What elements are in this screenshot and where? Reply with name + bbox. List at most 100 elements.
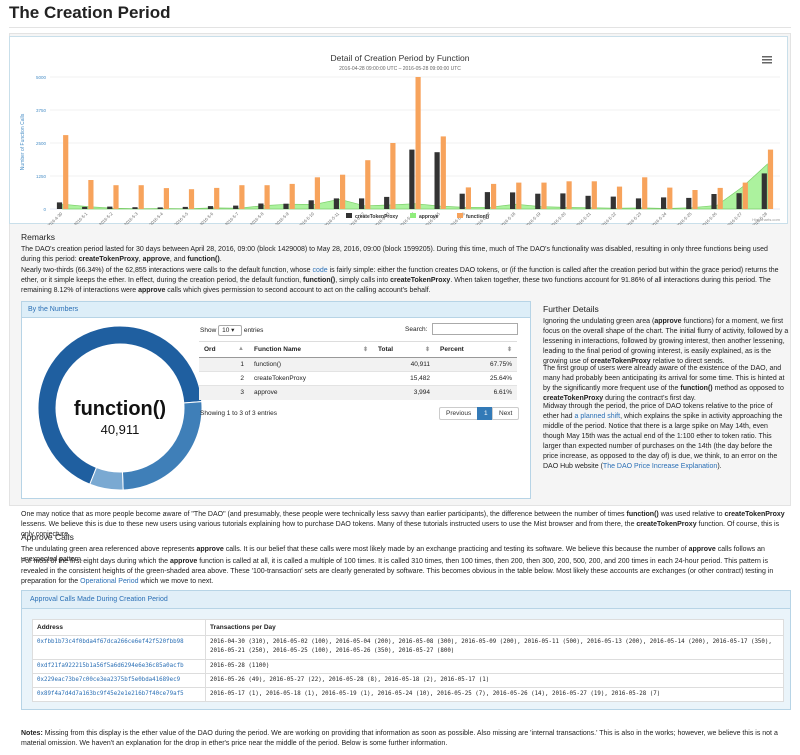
next-button[interactable]: Next: [492, 407, 520, 420]
address-link[interactable]: 0x89f4a7d4d7a163bc9f45e2e1e216b7f40ce79a…: [32, 687, 206, 703]
bar-createtokenproxy: [535, 193, 541, 209]
x-tick-label: 2016-5-19: [524, 211, 542, 225]
table-search-input[interactable]: [432, 323, 518, 335]
bar-createtokenproxy: [761, 173, 767, 209]
bar-createtokenproxy: [132, 207, 138, 209]
x-tick-label: 2016-5-25: [675, 211, 693, 225]
legend-swatch: [346, 213, 352, 218]
previous-button[interactable]: Previous: [439, 407, 479, 420]
bar-createtokenproxy: [409, 149, 415, 209]
bar-createtokenproxy: [661, 197, 667, 209]
x-tick-label: 2016-5-20: [549, 211, 567, 225]
y-tick-label: 2500: [36, 141, 47, 146]
price-increase-link[interactable]: The DAO Price Increase Explanation: [602, 462, 718, 470]
col-total[interactable]: Total ⬍: [373, 341, 435, 358]
title-divider: [9, 27, 791, 28]
address-link[interactable]: 0xdf21fa922215b1a56f5a6d6294e6e36c85a0ac…: [32, 658, 206, 674]
hamburger-menu-icon[interactable]: [762, 56, 772, 64]
by-the-numbers-header: By the Numbers: [22, 302, 530, 318]
bar-function: [239, 185, 245, 209]
col-percent[interactable]: Percent ⬍: [435, 341, 517, 358]
search-label: Search:: [405, 326, 428, 333]
bar-createtokenproxy: [233, 205, 239, 209]
x-tick-label: 2016-5-4: [148, 211, 164, 225]
approval-row: 0xdf21fa922215b1a56f5a6d6294e6e36c85a0ac…: [32, 658, 784, 674]
approval-table: Address Transactions per Day 0xfbb1b73c4f…: [32, 619, 784, 703]
x-tick-label: 2016-5-27: [726, 211, 744, 225]
page-length-select[interactable]: 10 ▾: [218, 325, 243, 337]
col-address: Address: [32, 619, 206, 636]
x-tick-label: 2016-5-5: [173, 211, 189, 225]
legend-label: createTokenProxy: [355, 214, 398, 220]
bar-createtokenproxy: [107, 206, 113, 209]
x-tick-label: 2016-5-9: [274, 211, 290, 225]
x-tick-label: 2016-5-7: [224, 211, 240, 225]
sort-icon: ⬍: [362, 347, 368, 353]
legend-item[interactable]: createTokenProxy: [346, 213, 398, 220]
legend-label: function(): [466, 214, 489, 220]
bar-function: [767, 149, 774, 209]
table-header-row: Ord ▲ Function Name ⬍ Total ⬍ Percent ⬍: [199, 341, 517, 358]
bar-function: [566, 181, 572, 209]
conjecture-paragraph: One may notice that as more people becom…: [21, 511, 785, 538]
table-info: Showing 1 to 3 of 3 entries: [200, 410, 277, 417]
bar-function: [88, 180, 94, 209]
bar-createtokenproxy: [610, 196, 616, 209]
address-link[interactable]: 0x229eac73be7c00ce3ea2375bf5e0bda41689ec…: [32, 672, 206, 689]
bar-function: [440, 136, 446, 209]
donut-label: function(): [74, 398, 166, 420]
approval-calls-panel: Approval Calls Made During Creation Peri…: [21, 590, 791, 710]
address-link[interactable]: 0xfbb1b73c4f0bda4f67dca266ce6ef42f520fbb…: [32, 635, 206, 660]
y-tick-label: 0: [43, 207, 46, 212]
bar-function: [264, 185, 270, 209]
table-row: 2 createTokenProxy 15,482 25.64%: [199, 371, 517, 386]
bar-createtokenproxy: [308, 200, 314, 209]
col-function-name[interactable]: Function Name ⬍: [249, 341, 373, 358]
planned-shift-link[interactable]: a planned shift: [574, 412, 621, 420]
bar-function: [465, 187, 471, 209]
col-transactions: Transactions per Day: [205, 619, 784, 636]
donut-chart: function() 40,911: [37, 325, 203, 491]
bar-createtokenproxy: [283, 203, 289, 209]
x-tick-label: 2016-5-10: [298, 211, 316, 225]
x-tick-label: 2016-5-18: [499, 211, 517, 225]
bar-createtokenproxy: [686, 197, 692, 209]
chart-title: Detail of Creation Period by Function: [331, 53, 470, 63]
further-paragraph-2: The first group of users were already aw…: [543, 365, 785, 402]
bar-createtokenproxy: [157, 207, 163, 209]
x-tick-label: 2016-5-2: [98, 211, 114, 225]
y-tick-label: 1250: [36, 174, 47, 179]
transactions-cell: 2016-04-30 (310), 2016-05-02 (100), 2016…: [205, 635, 784, 660]
bar-createtokenproxy: [510, 192, 516, 209]
bar-function: [642, 177, 648, 209]
sort-asc-icon: ▲: [238, 346, 244, 352]
operational-period-link[interactable]: Operational Period: [80, 577, 139, 585]
x-tick-label: 2016-5-23: [625, 211, 643, 225]
bar-function: [415, 77, 421, 209]
code-link[interactable]: code: [312, 267, 328, 274]
col-ord[interactable]: Ord ▲: [199, 341, 249, 358]
transactions-cell: 2016-05-26 (49), 2016-05-27 (22), 2016-0…: [205, 672, 784, 689]
bar-function: [516, 182, 522, 209]
x-tick-label: 2016-5-1: [73, 211, 89, 225]
bar-createtokenproxy: [56, 202, 63, 209]
bar-createtokenproxy: [711, 194, 717, 209]
bar-function: [289, 183, 295, 209]
legend-swatch: [410, 213, 416, 218]
bar-function: [188, 189, 195, 209]
transactions-cell: 2016-05-28 (1100): [205, 658, 784, 674]
chart-credit[interactable]: Highcharts.com: [752, 217, 780, 222]
donut-slice[interactable]: [89, 466, 124, 491]
x-tick-label: 2016-5-3: [123, 211, 139, 225]
bar-function: [541, 182, 547, 209]
approval-row: 0x229eac73be7c00ce3ea2375bf5e0bda41689ec…: [32, 672, 784, 689]
bar-function: [717, 187, 723, 209]
donut-value: 40,911: [101, 422, 140, 437]
legend-item[interactable]: function(): [457, 213, 489, 220]
bar-function: [314, 177, 320, 209]
bar-createtokenproxy: [182, 206, 188, 209]
bar-createtokenproxy: [207, 206, 214, 209]
y-tick-label: 3750: [36, 108, 47, 113]
legend-item[interactable]: approve: [410, 213, 439, 220]
sort-icon: ⬍: [424, 347, 430, 353]
